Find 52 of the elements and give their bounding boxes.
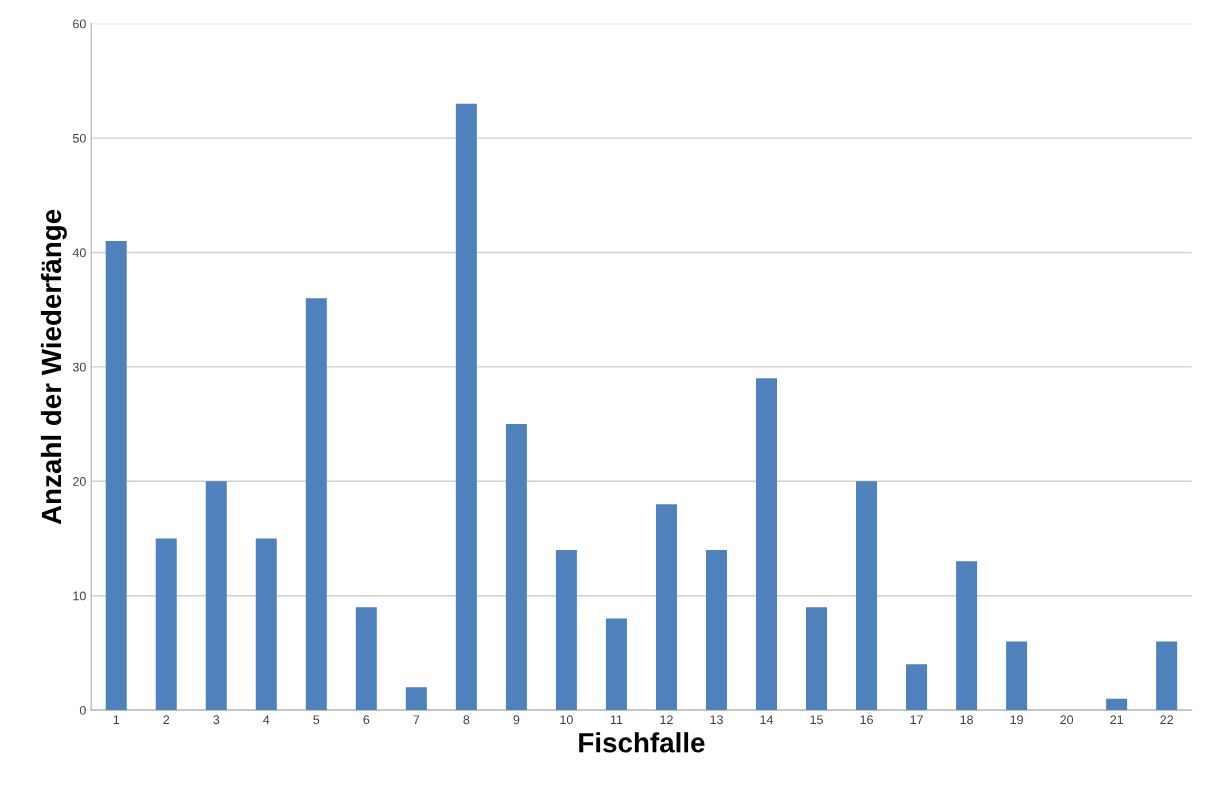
y-tick-label: 50	[72, 133, 86, 143]
x-tick-label: 3	[213, 715, 220, 725]
y-tick-label: 30	[72, 362, 86, 372]
x-tick-label: 18	[960, 715, 973, 725]
x-tick-label: 17	[910, 715, 923, 725]
bar	[655, 504, 677, 711]
x-axis-title: Fischfalle	[579, 732, 705, 753]
bar	[856, 481, 878, 711]
x-tick-label: 11	[610, 715, 623, 725]
bar	[505, 424, 527, 711]
x-tick-label: 1	[113, 715, 120, 725]
x-tick-label: 7	[413, 715, 420, 725]
x-tick-label: 12	[660, 715, 673, 725]
x-tick-label: 21	[1110, 715, 1123, 725]
x-tick-label: 5	[313, 715, 320, 725]
y-axis-title: Anzahl der Wiederfänge	[40, 209, 67, 525]
x-tick-label: 14	[760, 715, 774, 725]
bar	[155, 538, 177, 711]
bar	[755, 378, 777, 711]
bar	[956, 561, 978, 711]
y-tick-label: 0	[79, 705, 86, 715]
bar	[105, 241, 127, 711]
bar	[1006, 641, 1028, 711]
x-tick-label: 16	[860, 715, 873, 725]
y-tick-label: 20	[73, 477, 86, 486]
bar	[555, 549, 577, 711]
bar	[305, 298, 327, 711]
x-tick-label: 9	[513, 715, 520, 725]
bar	[705, 549, 727, 711]
bar	[355, 607, 377, 711]
x-tick-label: 19	[1010, 715, 1023, 725]
bar	[455, 103, 477, 711]
bar	[205, 481, 227, 711]
x-tick-label: 20	[1060, 715, 1074, 725]
y-tick-label: 40	[72, 248, 86, 258]
x-tick-label: 2	[163, 715, 170, 725]
x-tick-label: 6	[363, 715, 370, 725]
x-tick-label: 22	[1160, 715, 1173, 725]
bar	[906, 664, 928, 711]
bar	[605, 618, 627, 711]
x-tick-label: 15	[810, 715, 823, 725]
y-tick-label: 10	[73, 591, 86, 601]
x-tick-label: 10	[560, 715, 573, 725]
x-tick-label: 4	[263, 715, 270, 725]
bar	[255, 538, 277, 711]
bar	[405, 687, 427, 711]
bar	[1106, 698, 1128, 711]
x-tick-label: 8	[463, 715, 470, 725]
bar	[806, 607, 828, 711]
y-tick-label: 60	[73, 19, 86, 29]
bar	[1156, 641, 1178, 711]
x-tick-label: 13	[710, 715, 723, 725]
